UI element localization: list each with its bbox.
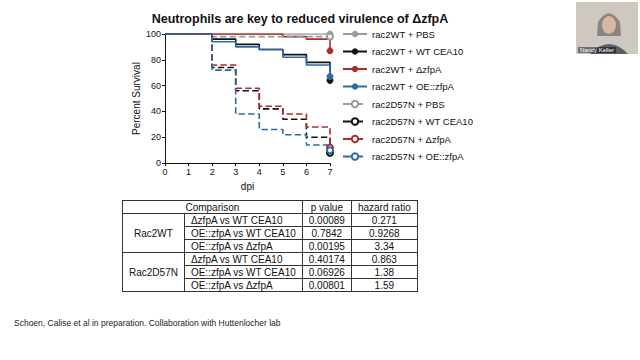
svg-text:60: 60 bbox=[151, 81, 161, 91]
svg-text:Percent Survival: Percent Survival bbox=[131, 62, 142, 135]
svg-text:6: 6 bbox=[304, 167, 309, 177]
svg-text:0: 0 bbox=[162, 167, 167, 177]
html-text:OE::zfpA vs WT CEA10: OE::zfpA vs WT CEA10 bbox=[190, 266, 296, 278]
svg-text:1: 1 bbox=[186, 167, 191, 177]
svg-text:20: 20 bbox=[151, 132, 161, 142]
svg-text:rac2D57N + ΔzfpA: rac2D57N + ΔzfpA bbox=[372, 134, 452, 145]
html-text:ΔzfpA vs WT CEA10: ΔzfpA vs WT CEA10 bbox=[190, 214, 283, 226]
svg-text:7: 7 bbox=[327, 167, 332, 177]
svg-text:rac2D57N + OE::zfpA: rac2D57N + OE::zfpA bbox=[372, 151, 464, 162]
html-text:OE::zfpA vs ΔzfpA: OE::zfpA vs ΔzfpA bbox=[190, 279, 273, 291]
svg-text:rac2D57N + PBS: rac2D57N + PBS bbox=[372, 99, 445, 110]
svg-text:0: 0 bbox=[156, 158, 161, 168]
svg-text:2: 2 bbox=[210, 167, 215, 177]
html-text:Rac2D57N: Rac2D57N bbox=[129, 266, 178, 278]
html-text:1.38: 1.38 bbox=[374, 266, 395, 278]
html-text:OE::zfpA vs ΔzfpA: OE::zfpA vs ΔzfpA bbox=[190, 240, 273, 252]
html-text:p value: p value bbox=[310, 201, 343, 213]
html-text:0.00195: 0.00195 bbox=[308, 240, 345, 252]
svg-text:80: 80 bbox=[151, 55, 161, 65]
svg-text:rac2WT + OE::zfpA: rac2WT + OE::zfpA bbox=[372, 81, 455, 92]
svg-text:dpi: dpi bbox=[241, 181, 254, 192]
html-text:Rac2WT: Rac2WT bbox=[134, 227, 173, 239]
svg-text:5: 5 bbox=[280, 167, 285, 177]
html-text:0.7842: 0.7842 bbox=[311, 227, 343, 239]
html-text:0.40174: 0.40174 bbox=[308, 253, 345, 265]
html-text:hazard ratio: hazard ratio bbox=[357, 201, 411, 213]
svg-text:100: 100 bbox=[146, 29, 161, 39]
html-text:Comparison: Comparison bbox=[185, 201, 240, 213]
svg-text:rac2WT + WT CEA10: rac2WT + WT CEA10 bbox=[372, 46, 463, 57]
html-text:0.00089: 0.00089 bbox=[308, 214, 345, 226]
html-text:Schoen, Calise et al in prepar: Schoen, Calise et al in preparation. Col… bbox=[14, 318, 281, 328]
html-text:0.06926: 0.06926 bbox=[308, 266, 345, 278]
svg-text:rac2D57N + WT CEA10: rac2D57N + WT CEA10 bbox=[372, 116, 473, 127]
svg-text:40: 40 bbox=[151, 106, 161, 116]
html-text:OE::zfpA vs WT CEA10: OE::zfpA vs WT CEA10 bbox=[190, 227, 296, 239]
html-text:Nancy Keller: Nancy Keller bbox=[580, 47, 614, 53]
html-text:0.9268: 0.9268 bbox=[369, 227, 400, 239]
html-text:0.271: 0.271 bbox=[371, 214, 397, 226]
html-text:3.34: 3.34 bbox=[374, 240, 395, 252]
html-text:0.00801: 0.00801 bbox=[308, 279, 345, 291]
svg-text:4: 4 bbox=[257, 167, 262, 177]
html-text:Neutrophils are key to reduced: Neutrophils are key to reduced virulence… bbox=[151, 12, 449, 26]
svg-text:rac2WT + ΔzfpA: rac2WT + ΔzfpA bbox=[372, 64, 442, 75]
html-text:ΔzfpA vs WT CEA10: ΔzfpA vs WT CEA10 bbox=[190, 253, 283, 265]
html-text:1.59: 1.59 bbox=[374, 279, 395, 291]
svg-text:rac2WT + PBS: rac2WT + PBS bbox=[372, 29, 435, 40]
svg-text:3: 3 bbox=[233, 167, 238, 177]
html-text:0.863: 0.863 bbox=[371, 253, 397, 265]
